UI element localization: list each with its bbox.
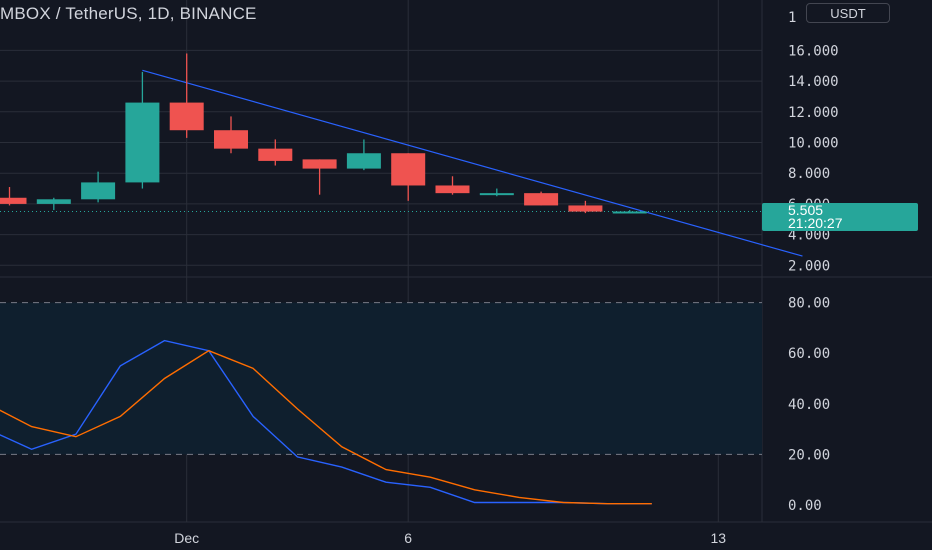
- price-tick-label: 16.000: [788, 43, 839, 59]
- oscillator-tick-label: 80.00: [788, 296, 830, 312]
- candle: [36, 197, 71, 211]
- time-tick-label: 13: [711, 530, 727, 546]
- candle-body: [435, 185, 470, 194]
- candle-body: [81, 182, 116, 200]
- oscillator-band: [0, 302, 762, 455]
- candle: [258, 139, 293, 166]
- candle: [125, 71, 160, 189]
- candle: [169, 53, 204, 138]
- price-tick-label: 4.000: [788, 228, 830, 244]
- candle-body: [479, 193, 514, 196]
- candle: [435, 176, 470, 195]
- candle-body: [302, 159, 337, 169]
- price-tick-label: 14.000: [788, 74, 839, 90]
- currency-button[interactable]: USDT: [806, 3, 890, 23]
- candle-body: [36, 199, 71, 204]
- candle: [612, 210, 647, 214]
- candle-body: [391, 153, 426, 186]
- candle-body: [125, 102, 160, 183]
- price-tick-label: 12.000: [788, 105, 839, 121]
- time-axis[interactable]: Dec 6 13: [174, 530, 726, 546]
- candle-body: [258, 148, 293, 161]
- candles: [0, 53, 647, 214]
- last-price-label: 5.505 21:20:27: [762, 203, 918, 231]
- symbol-title[interactable]: MBOX / TetherUS, 1D, BINANCE: [0, 4, 257, 23]
- candle: [568, 200, 603, 214]
- candle-body: [214, 130, 248, 149]
- price-tick-label: 2.000: [788, 258, 830, 274]
- candle: [214, 116, 248, 154]
- price-tick-label: 1: [788, 10, 796, 26]
- price-tick-label: 10.000: [788, 136, 839, 152]
- bar-countdown: 21:20:27: [788, 215, 843, 231]
- overbought-oversold-band: [0, 302, 762, 455]
- candle: [0, 187, 27, 206]
- candle: [346, 139, 381, 171]
- oscillator-lines: [0, 339, 652, 505]
- price-tick-label: 8.000: [788, 166, 830, 182]
- candle: [391, 153, 426, 201]
- candle-body: [346, 153, 381, 169]
- trendline-layer: [0, 69, 803, 257]
- oscillator-tick-label: 0.00: [788, 498, 822, 514]
- trendline: [142, 69, 803, 257]
- candle-body: [0, 197, 27, 204]
- price-axis[interactable]: 2.0004.0006.0008.00010.00012.00014.00016…: [788, 10, 839, 514]
- oscillator-k-line: [0, 339, 652, 505]
- candle-body: [612, 211, 647, 214]
- candle: [524, 191, 559, 206]
- candle: [479, 188, 514, 197]
- time-tick-label: Dec: [174, 530, 199, 546]
- oscillator-tick-label: 40.00: [788, 397, 830, 413]
- time-tick-label: 6: [404, 530, 412, 546]
- oscillator-d-line: [0, 349, 652, 505]
- candle-body: [568, 205, 603, 212]
- candle: [81, 171, 116, 203]
- oscillator-tick-label: 20.00: [788, 447, 830, 463]
- oscillator-tick-label: 60.00: [788, 346, 830, 362]
- last-price: 5.505: [788, 202, 824, 218]
- candle-body: [169, 102, 204, 131]
- candle: [302, 159, 337, 195]
- candle-body: [524, 193, 559, 206]
